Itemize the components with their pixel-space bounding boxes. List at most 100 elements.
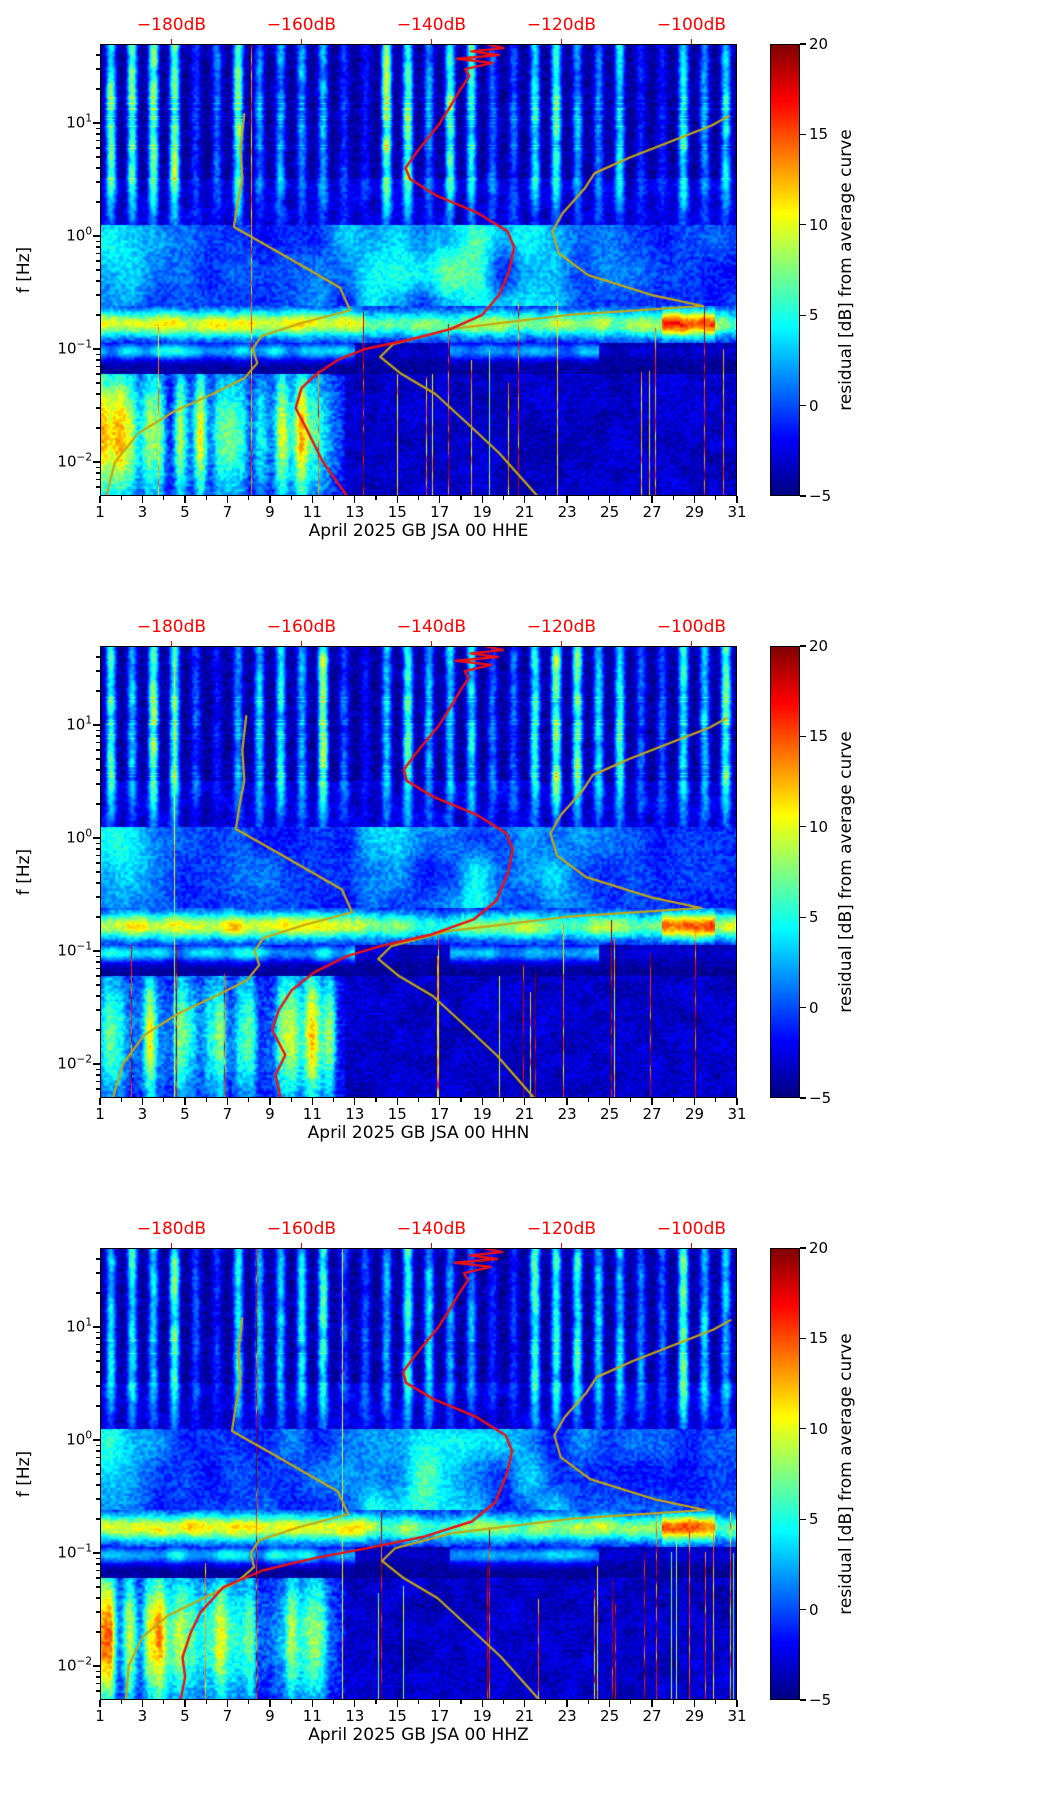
- x-tick: [439, 496, 441, 503]
- top-db-tick-label: −180dB: [136, 617, 207, 637]
- y-tick-label: 100: [66, 225, 92, 245]
- top-db-tick: [560, 1243, 563, 1248]
- spectrogram-panel-hhz: f [Hz] residual [dB] from average curve …: [0, 1204, 1052, 1806]
- spectrogram-panel-hhe: f [Hz] residual [dB] from average curve …: [0, 0, 1052, 602]
- colorbar-tick: [800, 1518, 806, 1520]
- colorbar-tick: [800, 1428, 806, 1430]
- top-db-tick-label: −120dB: [526, 617, 597, 637]
- y-minor-tick: [96, 1343, 100, 1346]
- colorbar-tick-label: −5: [809, 487, 832, 505]
- x-minor-tick: [502, 496, 505, 500]
- colorbar-canvas: [770, 1248, 800, 1700]
- x-tick: [396, 1700, 398, 1707]
- y-minor-tick: [96, 359, 100, 361]
- colorbar-tick: [800, 1247, 806, 1249]
- y-minor-tick: [96, 260, 100, 262]
- colorbar-tick: [800, 645, 806, 647]
- y-minor-tick: [96, 1586, 100, 1588]
- x-minor-tick: [290, 1098, 292, 1102]
- x-tick: [693, 1098, 696, 1105]
- y-tick: [93, 1665, 100, 1667]
- x-tick: [269, 1098, 271, 1105]
- colorbar-label: residual [dB] from average curve: [836, 731, 856, 1013]
- y-tick: [93, 1326, 100, 1328]
- y-tick-label: 101: [66, 714, 92, 734]
- y-minor-tick: [96, 382, 100, 384]
- top-db-tick: [170, 39, 173, 44]
- x-tick-label: 31: [727, 1707, 747, 1725]
- x-tick-label: 27: [642, 503, 662, 521]
- y-minor-tick: [96, 269, 100, 271]
- x-tick: [736, 496, 738, 503]
- x-tick-label: 1: [95, 1105, 105, 1123]
- y-minor-tick: [96, 1444, 100, 1446]
- y-tick: [93, 950, 100, 952]
- x-minor-tick: [332, 1700, 335, 1704]
- x-axis-label: April 2025 GB JSA 00 HHN: [307, 1123, 530, 1143]
- colorbar-label: residual [dB] from average curve: [836, 1333, 856, 1615]
- top-db-tick-label: −100dB: [656, 1219, 727, 1239]
- x-minor-tick: [502, 1700, 505, 1704]
- y-minor-tick: [96, 365, 100, 368]
- colorbar-tick-label: 20: [809, 637, 829, 655]
- y-minor-tick: [96, 749, 100, 751]
- x-tick: [311, 496, 314, 503]
- x-minor-tick: [417, 1700, 420, 1704]
- x-tick: [651, 1098, 653, 1105]
- colorbar-tick-label: 5: [809, 908, 819, 927]
- x-minor-tick: [460, 496, 462, 500]
- x-tick-label: 11: [302, 1105, 322, 1123]
- y-minor-tick: [96, 201, 100, 203]
- y-minor-tick: [96, 1569, 100, 1572]
- y-minor-tick: [96, 1080, 100, 1083]
- y-minor-tick: [96, 246, 100, 248]
- x-minor-tick: [502, 1098, 505, 1102]
- x-tick-label: 7: [222, 1707, 233, 1725]
- y-minor-tick: [96, 1670, 100, 1672]
- colorbar-frame: [770, 44, 800, 496]
- x-minor-tick: [120, 1700, 122, 1704]
- top-db-tick: [170, 641, 173, 646]
- top-db-tick: [690, 1243, 693, 1248]
- y-tick: [93, 1439, 100, 1441]
- y-minor-tick: [96, 735, 100, 737]
- x-tick: [354, 1700, 356, 1707]
- top-db-tick: [560, 39, 563, 44]
- colorbar-tick-label: 20: [809, 1239, 829, 1257]
- y-minor-tick: [96, 1029, 100, 1031]
- x-minor-tick: [715, 496, 717, 500]
- x-minor-tick: [417, 1098, 420, 1102]
- y-tick: [93, 235, 100, 237]
- y-minor-tick: [96, 1371, 100, 1373]
- colorbar-tick-label: 20: [809, 35, 829, 53]
- x-minor-tick: [332, 496, 335, 500]
- x-minor-tick: [460, 1700, 462, 1704]
- y-minor-tick: [96, 842, 100, 844]
- y-minor-tick: [96, 240, 100, 242]
- y-minor-tick: [96, 127, 100, 129]
- y-minor-tick: [96, 1563, 100, 1565]
- x-minor-tick: [163, 1700, 165, 1704]
- spectrogram-canvas: [100, 1248, 737, 1700]
- x-minor-tick: [120, 496, 122, 500]
- colorbar-tick-label: 0: [809, 998, 819, 1017]
- y-minor-tick: [96, 1292, 100, 1294]
- colorbar-label: residual [dB] from average curve: [836, 129, 856, 411]
- y-minor-tick: [96, 252, 100, 255]
- x-tick-label: 1: [95, 503, 105, 521]
- x-tick: [141, 1700, 144, 1707]
- y-minor-tick: [96, 139, 100, 142]
- x-tick: [693, 496, 696, 503]
- y-minor-tick: [96, 1456, 100, 1459]
- y-axis-label: f [Hz]: [14, 848, 34, 896]
- y-minor-tick: [96, 1258, 100, 1260]
- x-tick-label: 11: [302, 503, 322, 521]
- top-db-tick-label: −180dB: [136, 1219, 207, 1239]
- y-minor-tick: [96, 871, 100, 873]
- y-minor-tick: [96, 280, 100, 282]
- top-db-tick: [430, 641, 433, 646]
- x-tick-label: 7: [222, 503, 233, 521]
- colorbar-tick-label: 15: [809, 125, 829, 144]
- x-tick-label: 29: [684, 503, 705, 521]
- colorbar-frame: [770, 646, 800, 1098]
